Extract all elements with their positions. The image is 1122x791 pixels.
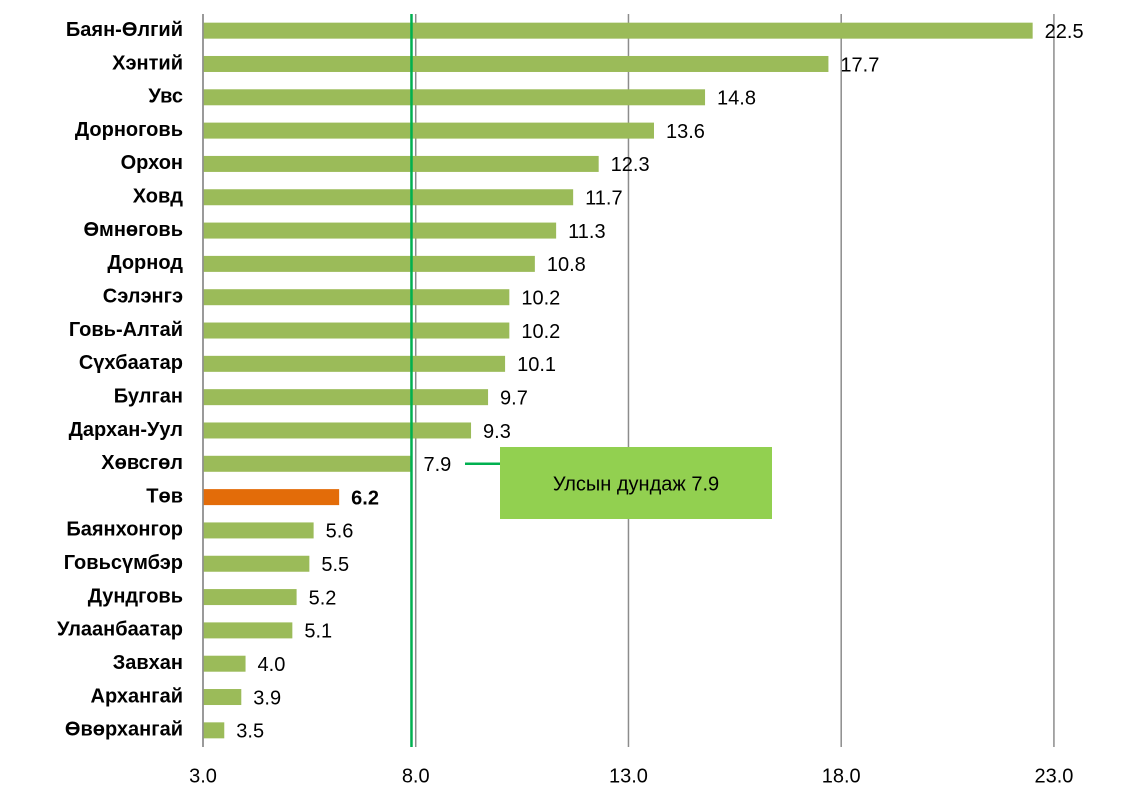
annotation-box bbox=[500, 447, 772, 519]
bar bbox=[203, 655, 246, 672]
bar bbox=[203, 89, 706, 106]
bar bbox=[203, 255, 535, 272]
bar bbox=[203, 155, 599, 172]
data-label: 14.8 bbox=[717, 88, 756, 110]
x-tick-label: 23.0 bbox=[1034, 765, 1073, 787]
y-tick-label: Говьсүмбэр bbox=[64, 552, 183, 574]
x-tick-label: 3.0 bbox=[189, 765, 217, 787]
data-label: 9.3 bbox=[483, 421, 511, 443]
bar bbox=[203, 355, 506, 372]
bar bbox=[203, 489, 340, 506]
y-tick-label: Увс bbox=[148, 86, 183, 108]
y-tick-label: Баянхонгор bbox=[66, 519, 183, 541]
y-tick-label: Дундговь bbox=[88, 585, 183, 607]
y-tick-label: Хөвсгөл bbox=[101, 452, 183, 474]
bar bbox=[203, 722, 225, 739]
data-label: 17.7 bbox=[840, 54, 879, 76]
x-tick-label: 8.0 bbox=[402, 765, 430, 787]
x-tick-label: 13.0 bbox=[609, 765, 648, 787]
data-label: 12.3 bbox=[611, 154, 650, 176]
data-label: 5.6 bbox=[326, 521, 354, 543]
data-label: 3.9 bbox=[253, 687, 281, 709]
bar bbox=[203, 389, 489, 406]
y-tick-label: Завхан bbox=[113, 652, 183, 674]
y-tick-label: Архангай bbox=[91, 685, 183, 707]
bar bbox=[203, 689, 242, 706]
bar bbox=[203, 455, 412, 472]
bar bbox=[203, 122, 654, 139]
data-label: 4.0 bbox=[258, 654, 286, 676]
y-tick-label: Орхон bbox=[121, 152, 183, 174]
bar bbox=[203, 322, 510, 339]
bar bbox=[203, 189, 574, 206]
data-label: 3.5 bbox=[236, 721, 264, 743]
bar bbox=[203, 522, 314, 539]
y-tick-label: Хэнтий bbox=[112, 52, 183, 74]
y-tick-label: Дорнод bbox=[107, 252, 183, 274]
y-tick-label: Улаанбаатар bbox=[57, 619, 183, 641]
y-tick-label: Булган bbox=[114, 385, 183, 407]
x-tick-label: 18.0 bbox=[822, 765, 861, 787]
data-label: 5.2 bbox=[309, 587, 337, 609]
data-label: 10.1 bbox=[517, 354, 556, 376]
y-tick-label: Дархан-Уул bbox=[69, 419, 183, 441]
y-tick-label: Сэлэнгэ bbox=[103, 285, 183, 307]
data-label: 22.5 bbox=[1045, 21, 1084, 43]
bar bbox=[203, 55, 829, 72]
y-tick-label: Өмнөговь bbox=[83, 219, 183, 241]
data-label: 10.2 bbox=[521, 321, 560, 343]
data-label: 7.9 bbox=[423, 454, 451, 476]
bar bbox=[203, 422, 472, 439]
data-label: 11.3 bbox=[568, 221, 605, 243]
y-tick-label: Өвөрхангай bbox=[65, 719, 183, 741]
bar bbox=[203, 222, 557, 239]
data-label: 10.2 bbox=[521, 287, 560, 309]
y-tick-label: Баян-Өлгий bbox=[66, 19, 183, 41]
data-label: 9.7 bbox=[500, 387, 528, 409]
y-tick-label: Дорноговь bbox=[75, 119, 183, 141]
data-label: 6.2 bbox=[351, 487, 379, 509]
bar bbox=[203, 22, 1033, 39]
data-label: 5.5 bbox=[321, 554, 349, 576]
data-label: 13.6 bbox=[666, 121, 705, 143]
bar bbox=[203, 555, 310, 572]
bar bbox=[203, 622, 293, 639]
annotation: Улсын дундаж 7.9 bbox=[553, 473, 719, 495]
bar bbox=[203, 289, 510, 306]
y-tick-label: Ховд bbox=[133, 186, 184, 208]
bar bbox=[203, 589, 297, 606]
y-tick-label: Говь-Алтай bbox=[69, 319, 183, 341]
data-label: 11.7 bbox=[585, 188, 622, 210]
data-label: 10.8 bbox=[547, 254, 586, 276]
data-label: 5.1 bbox=[304, 621, 332, 643]
y-tick-label: Сүхбаатар bbox=[79, 352, 183, 374]
y-tick-label: Төв bbox=[146, 485, 183, 507]
